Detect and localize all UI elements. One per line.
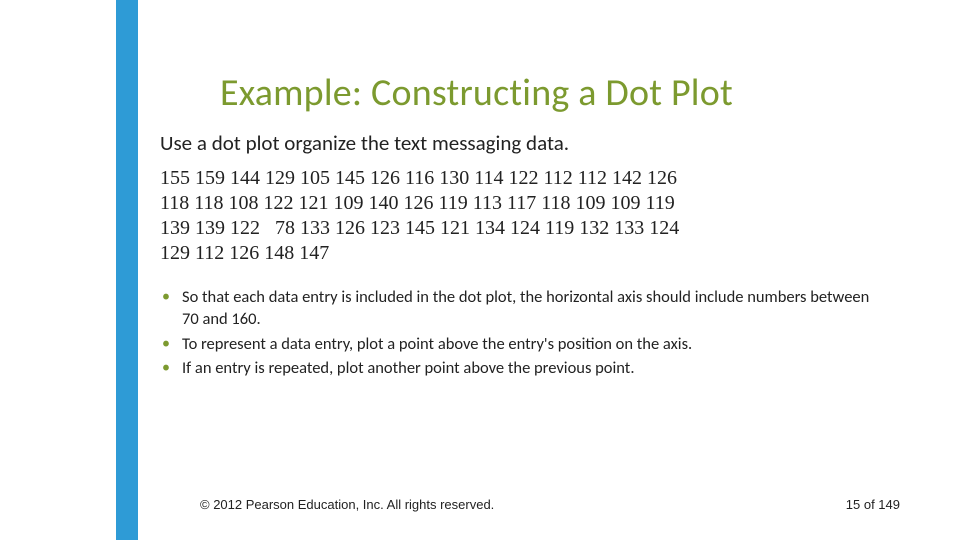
data-row: 155 159 144 129 105 145 126 116 130 114 … bbox=[160, 166, 880, 191]
bullet-item: If an entry is repeated, plot another po… bbox=[160, 357, 880, 379]
footer-copyright: © 2012 Pearson Education, Inc. All right… bbox=[200, 497, 494, 512]
bullet-item: To represent a data entry, plot a point … bbox=[160, 333, 880, 355]
slide-subtitle: Use a dot plot organize the text messagi… bbox=[160, 130, 880, 156]
bullet-item: So that each data entry is included in t… bbox=[160, 286, 880, 331]
bullet-list: So that each data entry is included in t… bbox=[160, 286, 880, 379]
slide-title: Example: Constructing a Dot Plot bbox=[220, 70, 880, 116]
slide-content: Example: Constructing a Dot Plot Use a d… bbox=[160, 70, 880, 381]
data-row: 118 118 108 122 121 109 140 126 119 113 … bbox=[160, 191, 880, 216]
footer-page-number: 15 of 149 bbox=[846, 497, 900, 512]
data-row: 139 139 122 78 133 126 123 145 121 134 1… bbox=[160, 216, 880, 241]
data-row: 129 112 126 148 147 bbox=[160, 241, 880, 266]
accent-stripe bbox=[116, 0, 138, 540]
data-table: 155 159 144 129 105 145 126 116 130 114 … bbox=[160, 166, 880, 266]
